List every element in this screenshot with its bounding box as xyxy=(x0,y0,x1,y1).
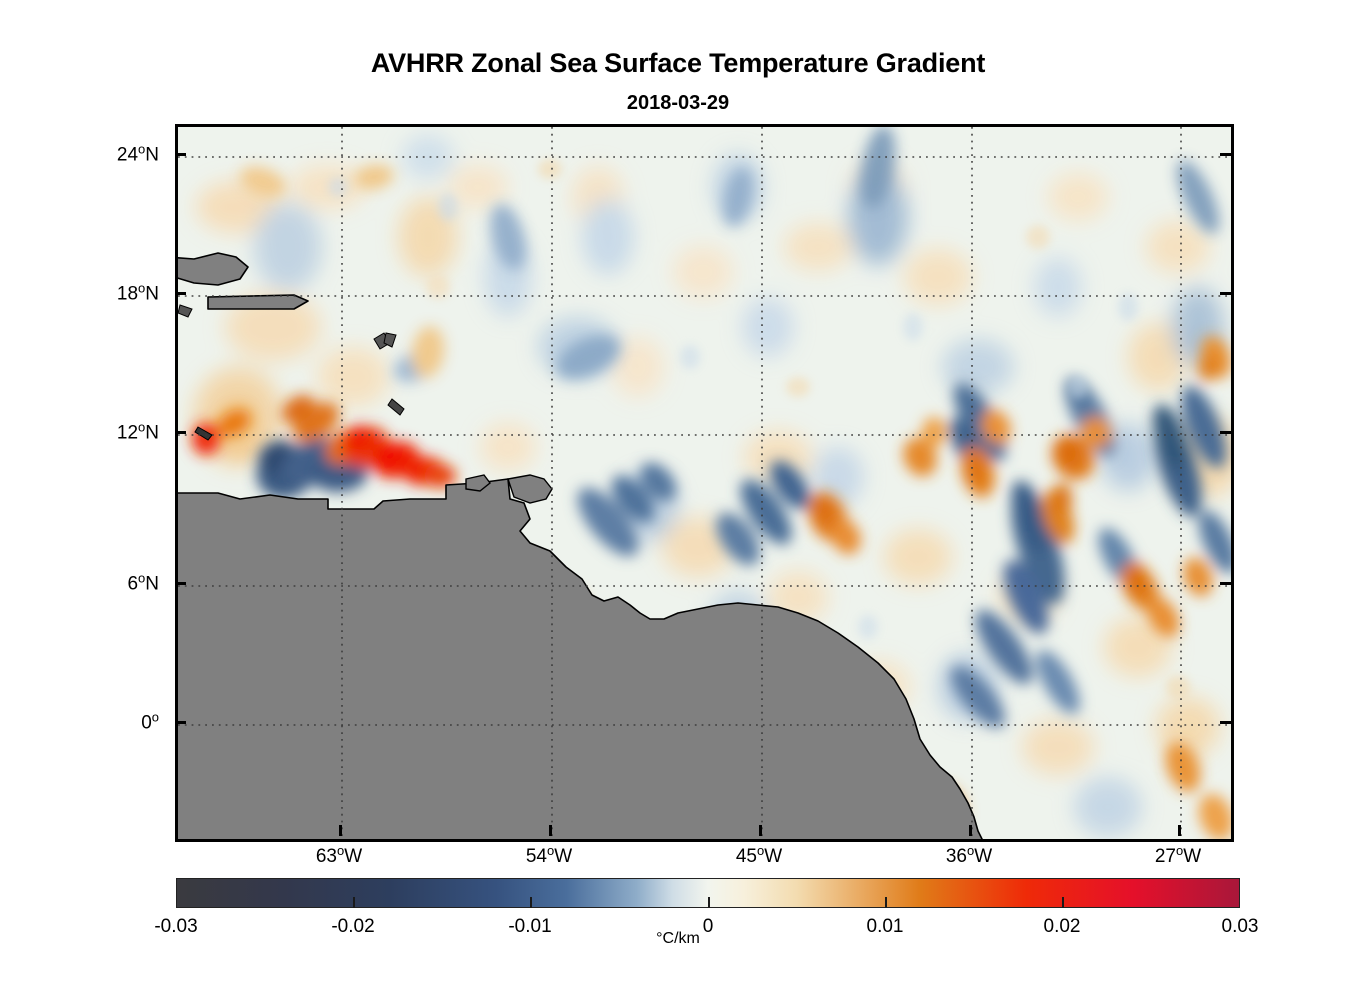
degree-symbol: o xyxy=(966,843,975,858)
xtick-mark xyxy=(969,825,972,836)
degree-symbol: o xyxy=(138,419,146,435)
xtick-hemisphere: W xyxy=(1183,846,1202,867)
map-plot-area xyxy=(178,127,1231,839)
land-south-america xyxy=(178,478,983,839)
colorbar-label: 0.01 xyxy=(866,916,904,937)
colorbar-label: -0.02 xyxy=(331,916,375,937)
xtick-hemisphere: W xyxy=(764,846,783,867)
xtick-label-45w: 45oW xyxy=(736,843,782,868)
xtick-label-27w: 27oW xyxy=(1155,843,1201,868)
land-antilles-5 xyxy=(178,304,193,318)
degree-symbol: o xyxy=(336,843,345,858)
ytick-mark-right xyxy=(1220,582,1231,585)
ytick-mark xyxy=(175,721,186,724)
colorbar-label-max: 0.03 xyxy=(1221,916,1259,937)
degree-symbol: o xyxy=(546,843,555,858)
degree-symbol: o xyxy=(138,141,146,157)
ytick-label-12n: 12oN xyxy=(117,420,159,445)
ytick-label-18n: 18oN xyxy=(117,281,159,306)
ytick-label-24n: 24oN xyxy=(117,142,159,167)
ytick-mark-right xyxy=(1220,292,1231,295)
degree-symbol: o xyxy=(138,280,146,296)
land-hispaniola xyxy=(178,252,249,286)
ytick-mark xyxy=(175,153,186,156)
xtick-mark xyxy=(549,825,552,836)
land-antilles-3 xyxy=(387,398,405,416)
colorbar-label-zero: 0 xyxy=(702,916,714,937)
ytick-value: 24 xyxy=(116,144,139,166)
xtick-mark xyxy=(339,825,342,836)
xtick-mark xyxy=(1178,825,1181,836)
ytick-label-0: 0o xyxy=(141,710,159,735)
ytick-hemisphere: N xyxy=(145,422,159,444)
xtick-value: 36 xyxy=(945,846,967,867)
figure-subtitle: 2018-03-29 xyxy=(626,92,730,114)
ytick-hemisphere: N xyxy=(145,144,159,166)
map-gridlines xyxy=(178,127,1231,839)
degree-symbol: o xyxy=(151,709,159,725)
xtick-hemisphere: W xyxy=(554,846,573,867)
ytick-mark-right xyxy=(1220,431,1231,434)
colorbar-tick xyxy=(708,897,710,908)
sst-gradient-field xyxy=(178,127,1231,839)
colorbar xyxy=(176,878,1240,908)
ytick-mark xyxy=(175,292,186,295)
xtick-mark xyxy=(759,825,762,836)
colorbar-unit-label: °C/km xyxy=(656,930,700,947)
ytick-mark xyxy=(175,582,186,585)
xtick-label-36w: 36oW xyxy=(946,843,992,868)
degree-symbol: o xyxy=(138,570,146,586)
xtick-hemisphere: W xyxy=(974,846,993,867)
land-coast-notch xyxy=(507,474,553,504)
colorbar-label: 0.02 xyxy=(1043,916,1081,937)
ytick-mark-right xyxy=(1220,153,1231,156)
ytick-mark xyxy=(175,431,186,434)
figure-title: AVHRR Zonal Sea Surface Temperature Grad… xyxy=(370,48,986,78)
ytick-value: 18 xyxy=(116,283,139,305)
colorbar-tick xyxy=(885,897,887,908)
land-antilles-4 xyxy=(194,426,213,441)
xtick-hemisphere: W xyxy=(344,846,363,867)
ytick-hemisphere: N xyxy=(145,573,159,595)
degree-symbol: o xyxy=(1175,843,1184,858)
xtick-label-54w: 54oW xyxy=(526,843,572,868)
colorbar-tick xyxy=(530,897,532,908)
colorbar-label: -0.01 xyxy=(508,916,552,937)
xtick-value: 63 xyxy=(315,846,337,867)
ytick-value: 6 xyxy=(127,573,139,595)
degree-symbol: o xyxy=(756,843,765,858)
map-axes xyxy=(175,124,1234,842)
ytick-mark-right xyxy=(1220,721,1231,724)
ytick-label-6n: 6oN xyxy=(127,571,159,596)
xtick-value: 27 xyxy=(1154,846,1176,867)
xtick-value: 54 xyxy=(525,846,547,867)
colorbar-tick xyxy=(353,897,355,908)
xtick-value: 45 xyxy=(735,846,757,867)
land-puerto-rico xyxy=(207,294,309,310)
land-antilles-2 xyxy=(383,332,397,348)
colorbar-tick xyxy=(1062,897,1064,908)
xtick-label-63w: 63oW xyxy=(316,843,362,868)
ytick-value: 12 xyxy=(116,422,139,444)
colorbar-label-min: -0.03 xyxy=(154,916,198,937)
ytick-hemisphere: N xyxy=(145,283,159,305)
ytick-value: 0 xyxy=(141,712,152,734)
land-trinidad xyxy=(465,474,491,492)
